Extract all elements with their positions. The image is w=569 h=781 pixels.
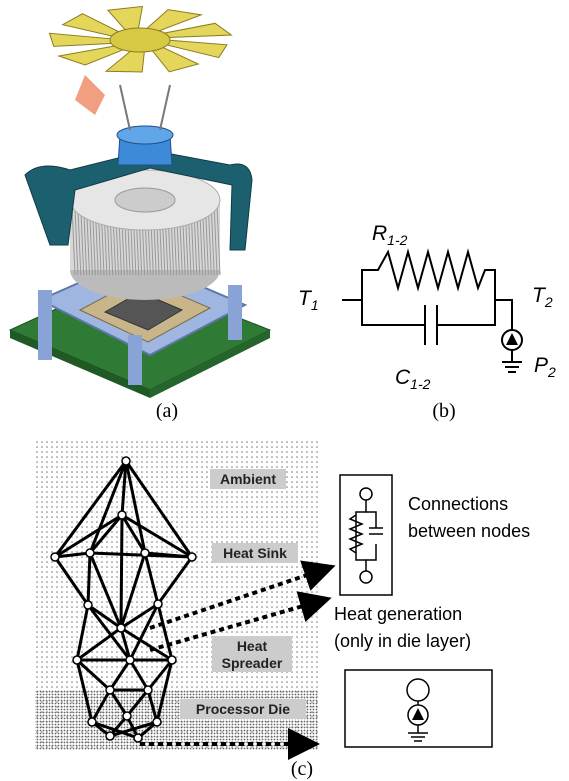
caption: (b): [432, 400, 455, 422]
circle-shape: [86, 549, 94, 557]
label: Connections: [408, 494, 508, 514]
label-part: 1-2: [410, 376, 430, 392]
node-label: T2: [532, 284, 553, 310]
label-part: 1: [311, 297, 319, 313]
circle-shape: [188, 553, 196, 561]
resistor-label: R1-2: [372, 222, 408, 248]
circuit-wires: [342, 252, 522, 372]
polyline-shape: [495, 300, 512, 330]
path-shape: [75, 75, 105, 115]
cooler-render: [10, 6, 270, 398]
figure: (a) R1-2 C1-2 T1 T2 P2 (b) Ambient Heat …: [0, 0, 569, 781]
circle-shape: [122, 457, 130, 465]
line-shape: [121, 515, 122, 628]
rect-shape: [345, 670, 492, 747]
label: Processor Die: [196, 701, 290, 717]
polygon-shape: [49, 33, 115, 46]
circle-shape: [118, 511, 126, 519]
circle-shape: [88, 718, 96, 726]
circle-shape: [117, 624, 125, 632]
circle-shape: [106, 686, 114, 694]
label: Spreader: [222, 655, 283, 671]
caption: (a): [156, 400, 178, 422]
label: Heat: [237, 638, 268, 654]
label: Heat Sink: [223, 545, 287, 561]
rect-shape: [128, 335, 142, 385]
label-part: 1-2: [387, 232, 407, 248]
circle-shape: [51, 553, 59, 561]
circle-shape: [84, 601, 92, 609]
label: (only in die layer): [334, 631, 471, 651]
label: Heat generation: [334, 604, 462, 624]
circle-shape: [141, 549, 149, 557]
line-shape: [88, 553, 90, 605]
label-part: R: [372, 222, 387, 245]
source-arrow: [506, 333, 518, 345]
circle-shape: [153, 718, 161, 726]
node-label: T1: [298, 287, 319, 313]
polygon-shape: [63, 14, 122, 37]
ellipse-shape: [117, 126, 173, 144]
circle-shape: [126, 656, 134, 664]
capacitor-label: C1-2: [395, 366, 431, 392]
circle-shape: [134, 734, 142, 742]
ellipse-shape: [110, 28, 170, 52]
circle-shape: [154, 600, 162, 608]
circle-shape: [168, 656, 176, 664]
label-part: C: [395, 366, 411, 389]
line-shape: [160, 85, 170, 130]
circle-shape: [144, 686, 152, 694]
line-shape: [120, 85, 130, 130]
rect-shape: [340, 475, 392, 595]
circle-shape: [106, 732, 114, 740]
label-part: 2: [547, 364, 556, 380]
label-part: 2: [544, 294, 553, 310]
label: Ambient: [220, 471, 276, 487]
label-part: P: [534, 354, 548, 377]
rect-shape: [228, 285, 242, 340]
label: between nodes: [408, 521, 530, 541]
circle-shape: [73, 656, 81, 664]
ellipse-shape: [115, 188, 175, 212]
source-label: P2: [534, 354, 556, 380]
circle-shape: [123, 712, 131, 720]
rect-shape: [38, 290, 52, 360]
polyline-shape: [362, 252, 495, 325]
polyline-shape: [362, 300, 425, 325]
caption: (c): [291, 758, 313, 780]
